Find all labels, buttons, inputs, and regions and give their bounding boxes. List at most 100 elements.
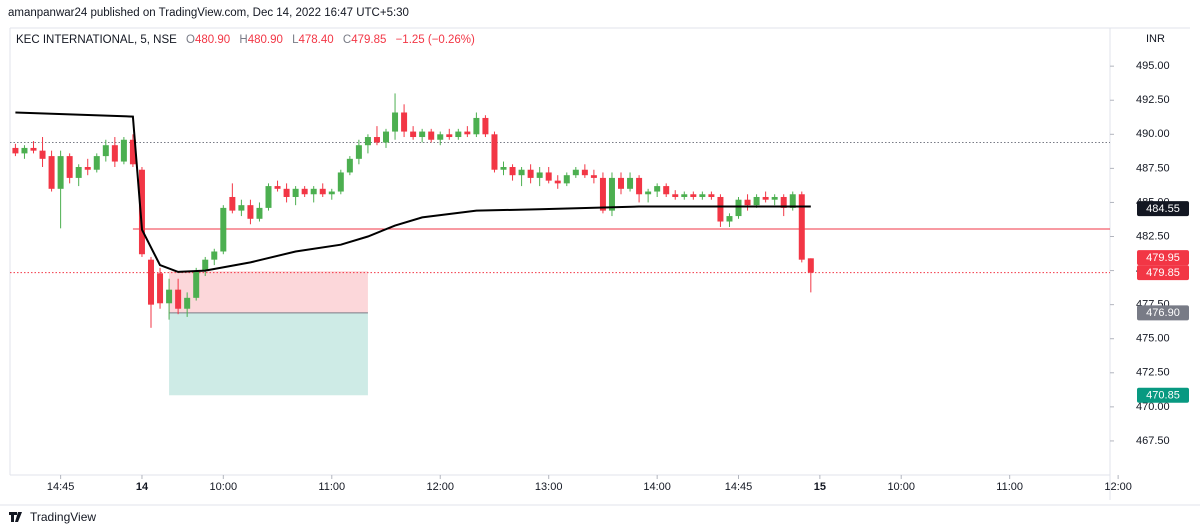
candle-body [129, 139, 136, 165]
candle-body [672, 194, 679, 197]
stop-zone [169, 271, 368, 313]
candle-body [274, 186, 281, 189]
candle-body [84, 167, 91, 170]
candle-body [102, 145, 109, 157]
change: −1.25 (−0.26%) [396, 34, 475, 46]
candle-body [148, 259, 155, 305]
y-tick-label: 492.50 [1136, 94, 1170, 106]
legend-value: 479.85 [351, 34, 386, 46]
candle-body [627, 177, 634, 189]
candle-body [265, 186, 272, 208]
symbol: KEC INTERNATIONAL, 5, NSE [16, 34, 177, 46]
candle-body [21, 147, 28, 154]
candle-body [301, 188, 308, 195]
x-tick-label: 12:00 [426, 481, 454, 493]
x-tick-label: 14:45 [47, 481, 75, 493]
candle-body [599, 177, 606, 211]
candle-body [590, 175, 597, 178]
plot [10, 93, 1110, 396]
candle-body [364, 137, 371, 146]
x-tick-label: 15 [814, 481, 826, 493]
candle-body [383, 131, 390, 143]
candle-body [310, 188, 317, 195]
candle-body [337, 172, 344, 192]
legend-label: H [239, 34, 247, 46]
x-tick-label: 11:00 [318, 481, 345, 493]
candle-body [220, 207, 227, 252]
x-tick-label: 10:00 [887, 481, 915, 493]
candle-body [120, 139, 127, 162]
candle-body [211, 251, 218, 260]
candle-body [256, 207, 263, 219]
price-badge-label: 484.55 [1146, 203, 1180, 215]
candle-body [355, 145, 362, 159]
x-tick-label: 11:00 [996, 481, 1023, 493]
candle-body [247, 205, 254, 219]
y-tick-label: 487.50 [1136, 162, 1170, 174]
legend-value: 480.90 [195, 34, 230, 46]
candle-body [473, 117, 480, 135]
candle-body [636, 177, 643, 195]
price-badge [1137, 265, 1189, 281]
price-badge-label: 479.85 [1146, 267, 1180, 279]
price-badge [1137, 250, 1189, 266]
y-tick-label: 490.00 [1136, 128, 1170, 140]
candle-body [39, 150, 46, 159]
candle-body [780, 196, 787, 208]
x-tick-label: 10:00 [210, 481, 238, 493]
price-badge-label: 476.90 [1146, 307, 1180, 319]
legend-label: L [292, 34, 299, 46]
candle-body [419, 131, 426, 138]
candle-body [184, 297, 191, 309]
candle-body [30, 147, 37, 151]
candle-body [500, 167, 507, 170]
candle-body [373, 137, 380, 143]
candle-body [798, 194, 805, 260]
candle-body [229, 196, 236, 211]
y-tick-label: 470.00 [1136, 401, 1170, 413]
candle-body [401, 112, 408, 132]
candle-body [527, 169, 534, 178]
footer-brand: TradingView [30, 510, 96, 524]
candle-body [681, 194, 688, 197]
candle-body [48, 156, 55, 189]
candle-body [202, 259, 209, 271]
candle-body [618, 177, 625, 189]
candle-body [66, 156, 73, 178]
candle-body [175, 289, 182, 309]
target-zone [169, 312, 368, 396]
candle-body [807, 258, 814, 273]
currency: INR [1146, 33, 1165, 45]
candle-body [482, 117, 489, 135]
candle-body [166, 289, 173, 304]
candle-body [193, 270, 200, 298]
legend-value: 480.90 [248, 34, 283, 46]
legend-value: 478.40 [298, 34, 333, 46]
candle-body [283, 188, 290, 197]
candle-body [509, 167, 516, 176]
candle-body [726, 216, 733, 222]
candle-body [563, 175, 570, 184]
candle-body [138, 169, 145, 255]
candle-body [545, 172, 552, 181]
candle-body [12, 147, 19, 154]
x-tick-label: 13:00 [535, 481, 563, 493]
candle-body [328, 191, 335, 195]
legend-label: O [186, 34, 195, 46]
candle-body [238, 205, 245, 211]
candle-body [717, 196, 724, 222]
price-badge-label: 470.85 [1146, 390, 1180, 402]
candle-body [428, 131, 435, 140]
x-tick-label: 12:00 [1104, 481, 1132, 493]
candle-body [446, 134, 453, 138]
candle-body [464, 131, 471, 135]
price-badge [1137, 387, 1189, 403]
y-tick-label: 472.50 [1136, 367, 1170, 379]
candle-body [518, 169, 525, 176]
candle-body [536, 172, 543, 178]
legend: KEC INTERNATIONAL, 5, NSE O480.90 H480.9… [16, 34, 475, 46]
candle-body [654, 186, 661, 192]
footer-logo [9, 512, 22, 522]
candle-body [93, 156, 100, 170]
